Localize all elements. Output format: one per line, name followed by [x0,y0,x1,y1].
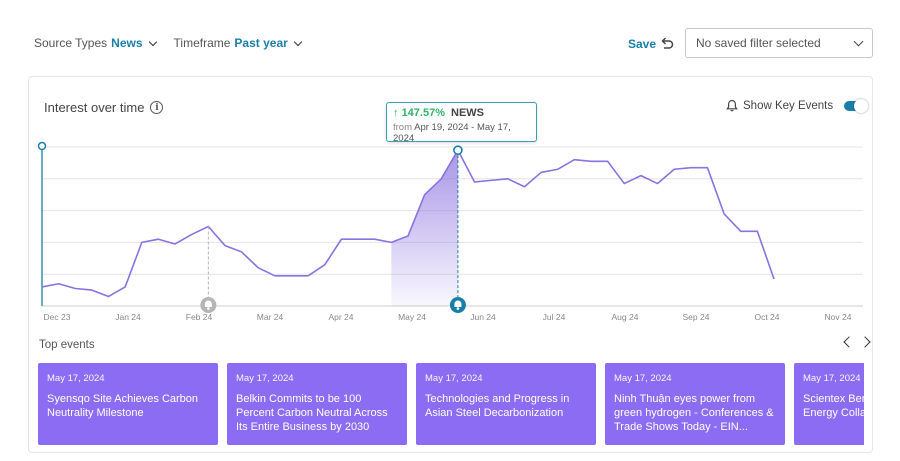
x-tick-label: Aug 24 [612,312,639,322]
saved-filter-value: No saved filter selected [696,36,821,50]
tooltip-source: NEWS [451,107,484,119]
interest-over-time-card: Interest over time i Show Key Events Dec… [28,76,873,453]
x-tick-label: Oct 24 [754,312,779,322]
event-card[interactable]: May 17, 2024 Syensqo Site Achieves Carbon… [38,363,218,445]
bell-icon [449,297,466,313]
bell-shape [454,300,462,307]
x-tick-label: Apr 24 [328,312,353,322]
event-title: Scientex Berhad Renewable Energy Collabo… [803,393,864,419]
top-events-label: Top events [39,339,95,351]
undo-icon[interactable] [659,35,675,51]
chevron-left-icon[interactable] [843,336,855,348]
key-event-point [453,145,463,155]
show-key-events-label: Show Key Events [743,99,834,112]
bell-clapper [207,307,210,310]
event-title: Belkin Commits to be 100 Percent Carbon … [236,393,388,433]
saved-filter-select[interactable]: No saved filter selected [685,28,873,58]
x-tick-label: Jun 24 [470,312,496,322]
highlight-area [391,150,458,306]
chart-title: Interest over time i [44,100,164,115]
event-date: May 17, 2024 [425,373,483,384]
event-title: Ninh Thuận eyes power from green hydroge… [614,393,774,433]
x-tick-label: Jan 24 [115,312,141,322]
event-date: May 17, 2024 [614,373,672,384]
event-date: May 17, 2024 [236,373,294,384]
chevron-down-icon [148,37,157,46]
event-title: Technologies and Progress in Asian Steel… [425,393,570,419]
x-tick-label: Feb 24 [186,312,213,322]
chevron-down-icon [293,37,303,46]
timeframe-dropdown[interactable]: Timeframe Past year [173,36,303,50]
event-card[interactable]: May 17, 2024 Belkin Commits to be 100 Per… [227,363,407,445]
events-carousel[interactable]: May 17, 2024 Syensqo Site Achieves Carbon… [38,363,864,447]
tooltip-range: Apr 19, 2024 - May 17, 2024 [393,122,511,144]
x-tick-label: Nov 24 [825,312,852,322]
event-date: May 17, 2024 [803,373,861,384]
x-tick-label: Jul 24 [543,312,566,322]
x-tick-label: Sep 24 [683,312,710,322]
series-line [41,149,775,298]
event-card[interactable]: May 17, 2024 Scientex Berhad Renewable En… [794,363,864,445]
event-title: Syensqo Site Achieves Carbon Neutrality … [47,393,199,419]
event-date: May 17, 2024 [47,373,105,384]
events-navigation [843,336,871,348]
show-key-events-toggle-group: Show Key Events [726,98,869,113]
interest-chart[interactable]: Dec 23 Jan 24 Feb 24 Mar 24 Apr 24 May 24 Jun … [29,77,874,327]
event-card[interactable]: May 17, 2024 Ninh Thuận eyes power from g… [605,363,785,445]
x-tick-label: May 24 [398,312,426,322]
event-card[interactable]: May 17, 2024 Technologies and Progress in… [416,363,596,445]
source-types-value: News [111,36,143,50]
bell-icon [200,297,217,313]
x-tick-label: Dec 23 [44,312,71,322]
info-icon[interactable]: i [150,101,164,114]
filter-bar: Source Types News Timeframe Past year [34,36,303,50]
tooltip-change: ↑ 147.57% [393,107,445,119]
chart-title-text: Interest over time [44,100,145,115]
axis-start-marker [37,141,47,151]
tooltip-from-label: from [393,122,412,133]
bell-clapper [456,307,460,310]
bell-icon [726,99,738,112]
timeframe-value: Past year [234,36,288,50]
chevron-down-icon [853,36,864,47]
show-key-events-toggle[interactable] [844,98,869,113]
source-types-dropdown[interactable]: Source Types News [34,36,157,50]
chart-tooltip: ↑ 147.57% NEWS from Apr 19, 2024 - May 1… [386,102,537,144]
bell-shape [204,300,212,307]
chevron-right-icon[interactable] [859,336,871,348]
events-row: May 17, 2024 Syensqo Site Achieves Carbon… [38,363,864,445]
x-tick-label: Mar 24 [257,312,284,322]
timeframe-label: Timeframe [173,36,231,50]
save-button[interactable]: Save [628,37,657,51]
source-types-label: Source Types [34,36,108,50]
